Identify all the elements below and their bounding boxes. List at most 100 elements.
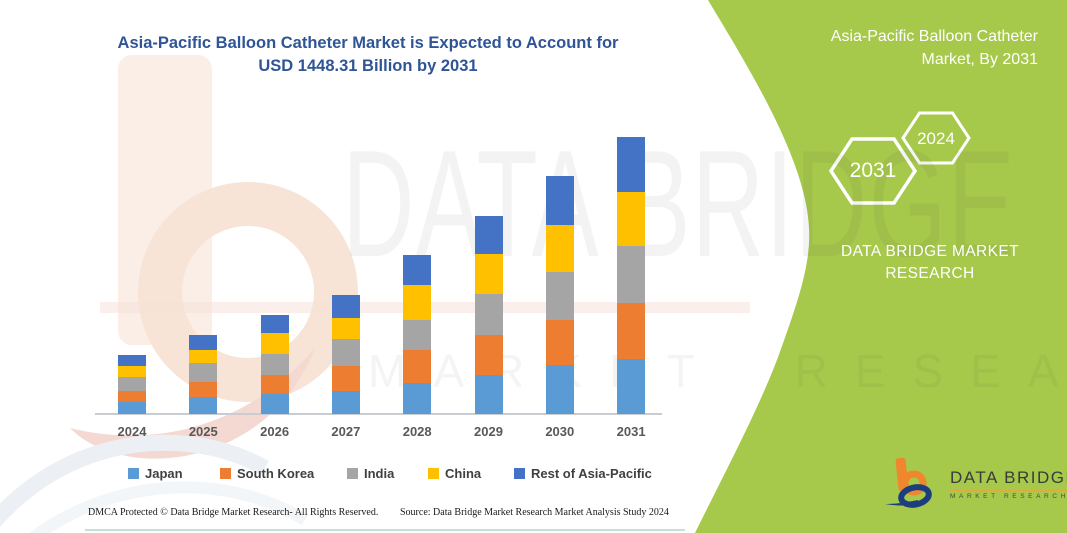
legend-swatch bbox=[347, 468, 358, 479]
bar-segment-2028-south-korea bbox=[403, 349, 432, 383]
bar-2030 bbox=[545, 176, 574, 414]
hexagon-2031 bbox=[828, 137, 918, 205]
bar-segment-2031-rest-of-asia-pacific bbox=[617, 137, 646, 193]
bar-segment-2024-rest-of-asia-pacific bbox=[118, 354, 146, 367]
bar-segment-2031-india bbox=[617, 246, 646, 304]
bar-segment-2028-japan bbox=[403, 383, 432, 414]
x-axis-label-2026: 2026 bbox=[260, 424, 290, 439]
background-swoosh-1 bbox=[0, 434, 269, 528]
x-axis-label-2030: 2030 bbox=[545, 424, 575, 439]
legend-label: China bbox=[445, 466, 482, 481]
footer-source-text: Source: Data Bridge Market Research Mark… bbox=[400, 507, 669, 518]
bar-segment-2029-south-korea bbox=[474, 335, 503, 375]
legend-swatch bbox=[128, 468, 139, 479]
bar-segment-2028-rest-of-asia-pacific bbox=[403, 255, 432, 286]
side-panel-brand-line1: DATA BRIDGE MARKET bbox=[840, 243, 1019, 260]
chart-title: Asia-Pacific Balloon Catheter Market is … bbox=[78, 32, 658, 78]
bar-2027 bbox=[331, 294, 360, 414]
bar-segment-2026-japan bbox=[260, 394, 289, 414]
bar-segment-2030-japan bbox=[545, 365, 574, 414]
footer-rule bbox=[85, 529, 685, 531]
bar-segment-2029-japan bbox=[474, 374, 503, 414]
bar-segment-2028-india bbox=[403, 319, 432, 350]
legend-swatch bbox=[514, 468, 525, 479]
bar-2031 bbox=[617, 137, 646, 414]
side-panel-brand-line2: RESEARCH bbox=[885, 265, 975, 283]
data-bridge-logo-icon bbox=[885, 457, 932, 508]
bar-segment-2026-south-korea bbox=[260, 374, 289, 395]
bar-segment-2027-india bbox=[331, 338, 360, 367]
bar-segment-2025-rest-of-asia-pacific bbox=[189, 335, 218, 350]
brand-logo-sub: MARKET RESEARCH bbox=[950, 493, 1067, 500]
legend-item-rest-of-asia-pacific: Rest of Asia-Pacific bbox=[514, 466, 652, 481]
bar-segment-2024-china bbox=[118, 366, 146, 378]
bar-segment-2027-japan bbox=[331, 391, 360, 414]
bar-segment-2026-india bbox=[260, 353, 289, 375]
bar-2028 bbox=[403, 255, 432, 414]
legend-item-japan: Japan bbox=[128, 466, 183, 481]
hexagon-2024 bbox=[901, 111, 971, 165]
bar-segment-2027-south-korea bbox=[331, 366, 360, 391]
bar-segment-2029-rest-of-asia-pacific bbox=[474, 216, 503, 254]
legend-swatch bbox=[428, 468, 439, 479]
legend-label: South Korea bbox=[237, 466, 315, 481]
bar-2026 bbox=[260, 315, 289, 414]
footer-dmca-text: DMCA Protected © Data Bridge Market Rese… bbox=[88, 507, 379, 518]
bar-segment-2026-rest-of-asia-pacific bbox=[260, 315, 289, 334]
chart-title-line2: USD 1448.31 Billion by 2031 bbox=[258, 57, 478, 76]
brand-logo-text: DATA BRIDGE MARKET RESEARCH bbox=[950, 468, 1067, 500]
bar-segment-2027-china bbox=[331, 317, 360, 339]
x-axis-line bbox=[95, 413, 662, 415]
side-panel-heading: Asia-Pacific Balloon Catheter Market, By… bbox=[770, 26, 1038, 71]
bar-segment-2025-india bbox=[189, 363, 218, 383]
bar-segment-2030-china bbox=[545, 224, 574, 273]
bar-segment-2024-south-korea bbox=[118, 391, 146, 403]
legend-item-china: China bbox=[428, 466, 481, 481]
bar-segment-2025-south-korea bbox=[189, 382, 218, 397]
bar-segment-2031-south-korea bbox=[617, 303, 646, 359]
green-panel bbox=[695, 0, 1067, 533]
bar-2025 bbox=[189, 335, 218, 414]
legend-label: Rest of Asia-Pacific bbox=[531, 466, 652, 481]
legend-label: Japan bbox=[145, 466, 183, 481]
bar-segment-2031-china bbox=[617, 192, 646, 247]
legend-item-south-korea: South Korea bbox=[220, 466, 314, 481]
bar-segment-2031-japan bbox=[617, 358, 646, 414]
bar-segment-2024-india bbox=[118, 377, 146, 392]
bar-2029 bbox=[474, 216, 503, 414]
bar-segment-2029-india bbox=[474, 293, 503, 336]
x-axis-label-2025: 2025 bbox=[188, 424, 218, 439]
side-panel-heading-line2: Market, By 2031 bbox=[921, 50, 1039, 68]
x-axis-label-2031: 2031 bbox=[616, 424, 646, 439]
legend-label: India bbox=[364, 466, 395, 481]
x-axis-label-2028: 2028 bbox=[402, 424, 432, 439]
side-panel-brand-text: DATA BRIDGE MARKET RESEARCH bbox=[810, 241, 1050, 286]
bar-segment-2024-japan bbox=[118, 402, 146, 414]
side-panel-heading-line1: Asia-Pacific Balloon Catheter bbox=[830, 28, 1038, 45]
bar-segment-2025-china bbox=[189, 349, 218, 364]
bar-segment-2027-rest-of-asia-pacific bbox=[331, 294, 360, 318]
hexagon-2031-label: 2031 bbox=[849, 159, 897, 182]
brand-logo-main: DATA BRIDGE bbox=[950, 468, 1067, 491]
bar-segment-2029-china bbox=[474, 253, 503, 294]
chart-title-line1: Asia-Pacific Balloon Catheter Market is … bbox=[117, 34, 619, 52]
bar-segment-2030-south-korea bbox=[545, 319, 574, 366]
bar-segment-2025-japan bbox=[189, 397, 218, 414]
bar-2024 bbox=[118, 354, 146, 414]
bar-segment-2030-india bbox=[545, 272, 574, 320]
hexagon-2024-label: 2024 bbox=[917, 129, 955, 148]
bar-segment-2030-rest-of-asia-pacific bbox=[545, 176, 574, 225]
x-axis-label-2029: 2029 bbox=[474, 424, 503, 439]
watermark-logo-bowl bbox=[138, 182, 358, 402]
legend-swatch bbox=[220, 468, 231, 479]
brand-logo: DATA BRIDGE MARKET RESEARCH bbox=[884, 456, 1067, 508]
x-axis-label-2024: 2024 bbox=[117, 424, 147, 439]
x-axis-label-2027: 2027 bbox=[331, 424, 361, 439]
background-swoosh-2 bbox=[29, 481, 309, 533]
legend-item-india: India bbox=[347, 466, 394, 481]
bar-segment-2028-china bbox=[403, 285, 432, 320]
